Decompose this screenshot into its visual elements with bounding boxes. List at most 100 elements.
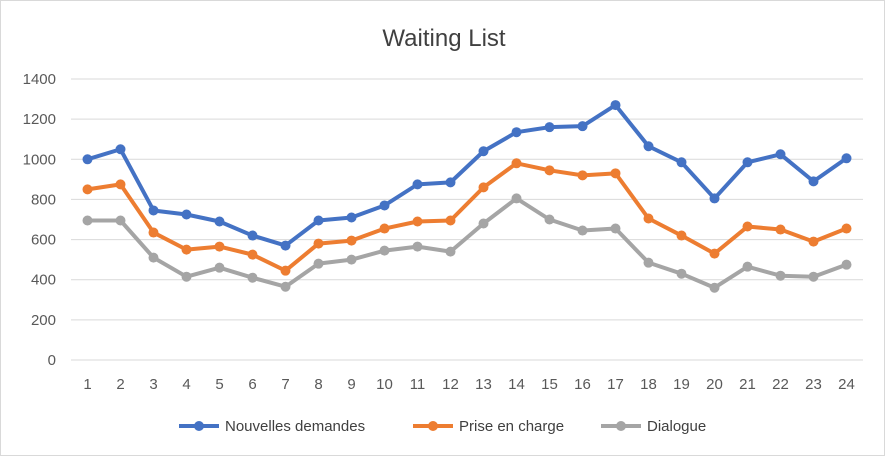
series-line [85,103,849,248]
gridlines [71,78,863,361]
data-point [313,215,324,226]
data-point [610,168,621,179]
data-point [478,182,489,193]
data-point [511,193,522,204]
data-point [544,214,555,225]
data-point [379,223,390,234]
x-tick-label: 12 [442,376,459,393]
x-tick-label: 24 [838,376,855,393]
data-point [379,200,390,211]
legend-label: Nouvelles demandes [225,418,365,435]
data-point [577,170,588,181]
legend-swatch-marker [194,421,204,431]
data-point [643,257,654,268]
legend: Nouvelles demandes Prise en charge Dialogu… [179,418,706,435]
data-point [544,165,555,176]
data-point [808,176,819,187]
x-tick-label: 5 [215,376,223,393]
data-point [346,254,357,265]
data-point [346,235,357,246]
y-axis-ticks: 0 200 400 600 800 1000 1200 1400 [23,71,56,369]
data-point [808,236,819,247]
data-point [148,252,159,263]
data-point [214,262,225,273]
data-point [181,271,192,282]
data-point [313,258,324,269]
x-tick-label: 23 [805,376,822,393]
x-tick-label: 18 [640,376,657,393]
data-point [676,157,687,168]
data-point [115,215,126,226]
data-point [808,271,819,282]
x-tick-label: 15 [541,376,558,393]
data-point [280,281,291,292]
data-point [775,270,786,281]
x-tick-label: 4 [182,376,190,393]
data-point [577,121,588,132]
data-point [181,209,192,220]
data-point [841,259,852,270]
data-point [511,127,522,138]
y-tick-label: 400 [31,272,56,289]
data-point [643,141,654,152]
data-point [181,244,192,255]
x-tick-label: 20 [706,376,723,393]
data-point [676,230,687,241]
data-point [610,223,621,234]
data-point [643,213,654,224]
x-tick-label: 21 [739,376,756,393]
chart-title: Waiting List [382,25,505,52]
x-tick-label: 14 [508,376,525,393]
data-point [775,224,786,235]
x-tick-label: 9 [347,376,355,393]
series-lines [82,100,852,293]
data-point [313,238,324,249]
x-tick-label: 3 [149,376,157,393]
data-point [412,216,423,227]
data-point [511,158,522,169]
data-point [742,261,753,272]
x-tick-label: 11 [410,376,426,393]
data-point [478,146,489,157]
data-point [841,153,852,164]
x-tick-label: 19 [673,376,690,393]
x-axis-ticks: 1 2 3 4 5 6 7 8 9 10 11 12 13 14 15 16 17 18 19 20 21 22 23 24 [83,376,855,393]
y-tick-label: 1200 [23,111,56,128]
x-tick-label: 22 [772,376,789,393]
data-point [247,249,258,260]
y-tick-label: 1000 [23,151,56,168]
data-point [445,177,456,188]
data-point [346,212,357,223]
y-tick-label: 600 [31,232,56,249]
data-point [610,100,621,111]
x-tick-label: 16 [574,376,591,393]
x-tick-label: 7 [281,376,289,393]
y-tick-label: 1400 [23,71,56,88]
data-point [280,240,291,251]
data-point [214,241,225,252]
data-point [742,221,753,232]
legend-item: Prise en charge [413,418,564,435]
data-point [82,184,93,195]
data-point [709,282,720,293]
legend-label: Dialogue [647,418,706,435]
data-point [841,223,852,234]
x-tick-label: 13 [475,376,492,393]
data-point [82,154,93,165]
data-point [676,268,687,279]
data-point [148,205,159,216]
x-tick-label: 17 [607,376,624,393]
legend-item: Nouvelles demandes [179,418,365,435]
legend-item: Dialogue [601,418,706,435]
data-point [445,246,456,257]
data-point [115,144,126,155]
series-line [85,161,849,273]
data-point [412,179,423,190]
series-line [85,196,849,290]
data-point [247,230,258,241]
legend-label: Prise en charge [459,418,564,435]
data-point [445,215,456,226]
data-point [115,179,126,190]
